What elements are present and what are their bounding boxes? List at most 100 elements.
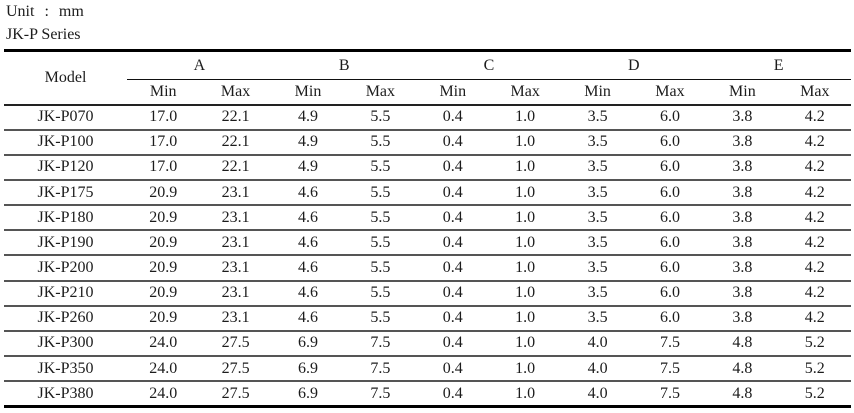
- subheader-max: Max: [488, 79, 562, 106]
- subheader-min: Min: [271, 79, 345, 106]
- table-row: JK-P175 20.9 23.1 4.6 5.5 0.4 1.0 3.5 6.0 3.8 4.2: [4, 179, 851, 207]
- value-cell: 5.2: [778, 356, 851, 383]
- table-row: JK-P260 20.9 23.1 4.6 5.5 0.4 1.0 3.5 6.0 3.8 4.2: [4, 305, 851, 332]
- value-cell: 4.6: [271, 305, 345, 332]
- value-cell: 27.5: [199, 330, 272, 358]
- value-cell: 6.0: [633, 154, 707, 181]
- model-cell: JK-P300: [4, 330, 127, 358]
- subheader-max: Max: [344, 79, 417, 106]
- model-cell: JK-P175: [4, 179, 127, 207]
- value-cell: 6.0: [633, 129, 707, 156]
- table-row: JK-P300 24.0 27.5 6.9 7.5 0.4 1.0 4.0 7.5 4.8 5.2: [4, 330, 851, 358]
- value-cell: 23.1: [199, 230, 272, 257]
- value-cell: 22.1: [199, 104, 272, 131]
- value-cell: 23.1: [199, 255, 272, 282]
- value-cell: 1.0: [488, 356, 562, 383]
- model-cell: JK-P260: [4, 305, 127, 332]
- value-cell: 3.5: [561, 104, 634, 131]
- subheader-min: Min: [706, 79, 779, 106]
- value-cell: 4.0: [561, 330, 634, 358]
- value-cell: 3.8: [706, 230, 779, 257]
- value-cell: 6.0: [633, 179, 707, 207]
- value-cell: 6.9: [271, 356, 345, 383]
- model-cell: JK-P380: [4, 381, 127, 409]
- model-cell: JK-P210: [4, 280, 127, 307]
- group-header-e: E: [706, 49, 851, 80]
- series-label: JK-P Series: [6, 26, 81, 43]
- value-cell: 4.0: [561, 356, 634, 383]
- model-cell: JK-P180: [4, 205, 127, 232]
- value-cell: 3.5: [561, 255, 634, 282]
- value-cell: 22.1: [199, 129, 272, 156]
- value-cell: 20.9: [127, 230, 200, 257]
- value-cell: 4.9: [271, 154, 345, 181]
- value-cell: 17.0: [127, 154, 200, 181]
- value-cell: 6.0: [633, 280, 707, 307]
- value-cell: 4.6: [271, 230, 345, 257]
- value-cell: 0.4: [416, 104, 489, 131]
- value-cell: 3.5: [561, 205, 634, 232]
- value-cell: 3.8: [706, 179, 779, 207]
- value-cell: 3.8: [706, 104, 779, 131]
- value-cell: 7.5: [344, 330, 417, 358]
- value-cell: 3.8: [706, 154, 779, 181]
- value-cell: 4.6: [271, 280, 345, 307]
- value-cell: 1.0: [488, 305, 562, 332]
- value-cell: 17.0: [127, 104, 200, 131]
- value-cell: 0.4: [416, 280, 489, 307]
- table-row: JK-P180 20.9 23.1 4.6 5.5 0.4 1.0 3.5 6.0 3.8 4.2: [4, 205, 851, 232]
- value-cell: 20.9: [127, 205, 200, 232]
- table-row: JK-P120 17.0 22.1 4.9 5.5 0.4 1.0 3.5 6.0 3.8 4.2: [4, 154, 851, 181]
- value-cell: 0.4: [416, 330, 489, 358]
- value-cell: 5.5: [344, 305, 417, 332]
- value-cell: 1.0: [488, 104, 562, 131]
- value-cell: 1.0: [488, 381, 562, 409]
- value-cell: 4.2: [778, 205, 851, 232]
- value-cell: 27.5: [199, 381, 272, 409]
- value-cell: 1.0: [488, 154, 562, 181]
- value-cell: 6.0: [633, 305, 707, 332]
- table-row: JK-P070 17.0 22.1 4.9 5.5 0.4 1.0 3.5 6.0 3.8 4.2: [4, 104, 851, 131]
- subheader-min: Min: [416, 79, 489, 106]
- value-cell: 0.4: [416, 205, 489, 232]
- value-cell: 3.5: [561, 230, 634, 257]
- group-header-c: C: [416, 49, 562, 80]
- value-cell: 3.5: [561, 280, 634, 307]
- value-cell: 5.5: [344, 255, 417, 282]
- value-cell: 23.1: [199, 205, 272, 232]
- model-cell: JK-P350: [4, 356, 127, 383]
- value-cell: 4.9: [271, 129, 345, 156]
- value-cell: 0.4: [416, 129, 489, 156]
- table-row: JK-P100 17.0 22.1 4.9 5.5 0.4 1.0 3.5 6.0 3.8 4.2: [4, 129, 851, 156]
- value-cell: 5.5: [344, 230, 417, 257]
- value-cell: 4.2: [778, 280, 851, 307]
- subheader-min: Min: [127, 79, 200, 106]
- value-cell: 27.5: [199, 356, 272, 383]
- value-cell: 7.5: [344, 381, 417, 409]
- subheader-min: Min: [561, 79, 634, 106]
- value-cell: 4.2: [778, 179, 851, 207]
- value-cell: 24.0: [127, 330, 200, 358]
- value-cell: 5.5: [344, 179, 417, 207]
- value-cell: 4.8: [706, 381, 779, 409]
- value-cell: 0.4: [416, 381, 489, 409]
- value-cell: 5.5: [344, 205, 417, 232]
- value-cell: 3.5: [561, 154, 634, 181]
- value-cell: 24.0: [127, 381, 200, 409]
- model-cell: JK-P200: [4, 255, 127, 282]
- table-row: JK-P380 24.0 27.5 6.9 7.5 0.4 1.0 4.0 7.5 4.8 5.2: [4, 381, 851, 409]
- subheader-max: Max: [199, 79, 272, 106]
- value-cell: 6.0: [633, 230, 707, 257]
- value-cell: 20.9: [127, 305, 200, 332]
- value-cell: 3.8: [706, 205, 779, 232]
- value-cell: 6.0: [633, 255, 707, 282]
- value-cell: 5.2: [778, 330, 851, 358]
- value-cell: 4.2: [778, 230, 851, 257]
- value-cell: 23.1: [199, 305, 272, 332]
- subheader-max: Max: [633, 79, 707, 106]
- value-cell: 3.8: [706, 305, 779, 332]
- value-cell: 7.5: [633, 356, 707, 383]
- value-cell: 0.4: [416, 356, 489, 383]
- value-cell: 23.1: [199, 280, 272, 307]
- value-cell: 3.5: [561, 305, 634, 332]
